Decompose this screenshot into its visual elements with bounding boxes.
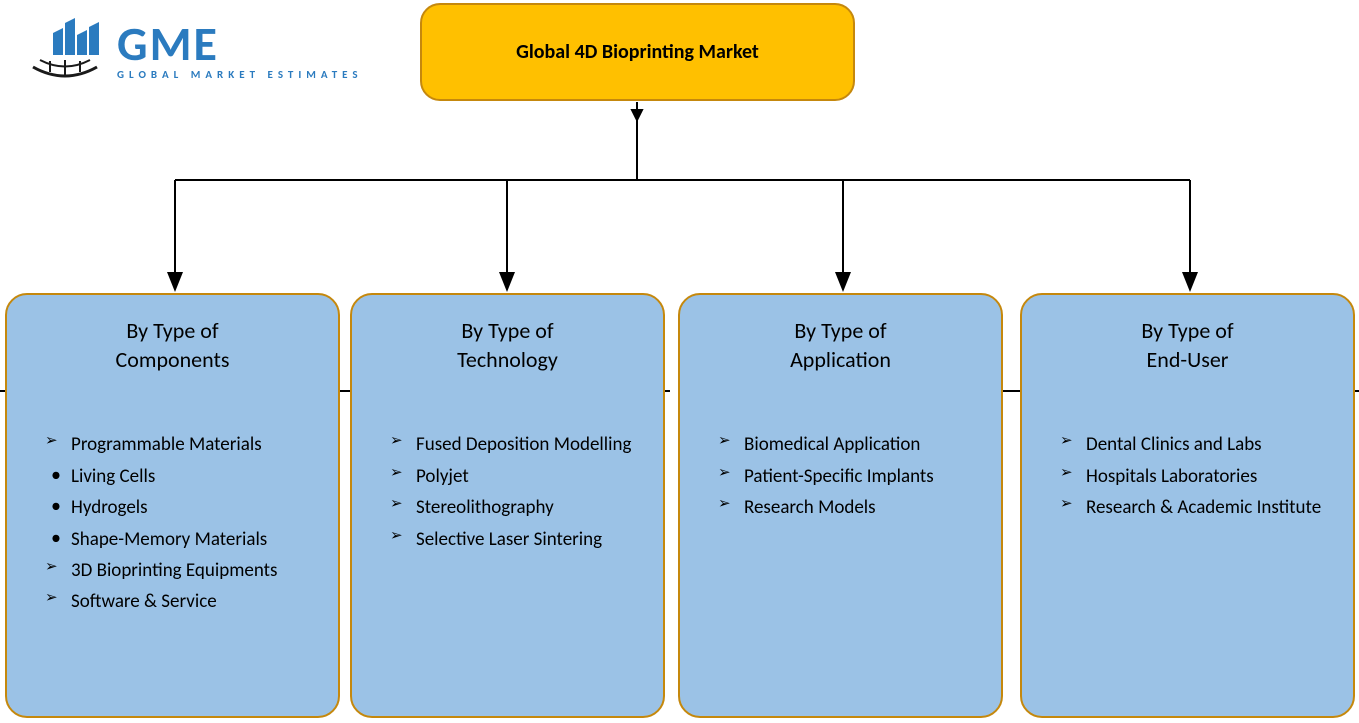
category-item-list: Fused Deposition Modelling PolyjetStereol… (352, 392, 663, 554)
cat-title-line1: By Type of (1141, 317, 1233, 344)
list-item: Polyjet (394, 462, 635, 491)
list-item: Patient-Specific Implants (722, 462, 973, 491)
category-end-user: By Type of End-User Dental Clinics and L… (1020, 293, 1355, 718)
category-header: By Type of Components (7, 295, 338, 392)
list-item: Selective Laser Sintering (394, 525, 635, 554)
category-components: By Type of Components Programmable Mater… (5, 293, 340, 718)
list-item: Dental Clinics and Labs (1064, 430, 1325, 459)
list-item: Programmable Materials (49, 430, 310, 459)
logo-icon (25, 15, 105, 85)
cat-title-line1: By Type of (794, 317, 886, 344)
category-application: By Type of Application Biomedical Applic… (678, 293, 1003, 718)
cat-title-line1: By Type of (461, 317, 553, 344)
root-title: Global 4D Bioprinting Market (516, 40, 759, 64)
cat-title-line1: By Type of (126, 317, 218, 344)
list-item: Software & Service (49, 587, 310, 616)
cat-title-line2: End-User (1147, 346, 1229, 373)
category-technology: By Type of Technology Fused Deposition M… (350, 293, 665, 718)
category-item-list: Dental Clinics and Labs Hospitals Laborat… (1022, 392, 1353, 522)
cat-title-line2: Technology (457, 346, 558, 373)
connector-lines (0, 100, 1359, 295)
list-item: Shape-Memory Materials (49, 525, 310, 554)
gme-logo: GME GLOBAL MARKET ESTIMATES (25, 5, 365, 95)
category-header: By Type of Application (680, 295, 1001, 392)
list-item: Hydrogels (49, 493, 310, 522)
root-title-box: Global 4D Bioprinting Market (420, 3, 855, 101)
list-item: Research & Academic Institute (1064, 493, 1325, 522)
list-item: 3D Bioprinting Equipments (49, 556, 310, 585)
list-item: Stereolithography (394, 493, 635, 522)
list-item: Biomedical Application (722, 430, 973, 459)
list-item: Living Cells (49, 462, 310, 491)
category-header: By Type of Technology (352, 295, 663, 392)
category-item-list: Biomedical Application Patient-Specific I… (680, 392, 1001, 522)
category-header: By Type of End-User (1022, 295, 1353, 392)
list-item: Research Models (722, 493, 973, 522)
list-item: Hospitals Laboratories (1064, 462, 1325, 491)
logo-main-text: GME (117, 20, 363, 68)
logo-text: GME GLOBAL MARKET ESTIMATES (117, 20, 363, 81)
cat-title-line2: Application (790, 346, 891, 373)
category-item-list: Programmable Materials Living CellsHydrog… (7, 392, 338, 617)
logo-sub-text: GLOBAL MARKET ESTIMATES (117, 68, 363, 81)
cat-title-line2: Components (116, 346, 230, 373)
list-item: Fused Deposition Modelling (394, 430, 635, 459)
